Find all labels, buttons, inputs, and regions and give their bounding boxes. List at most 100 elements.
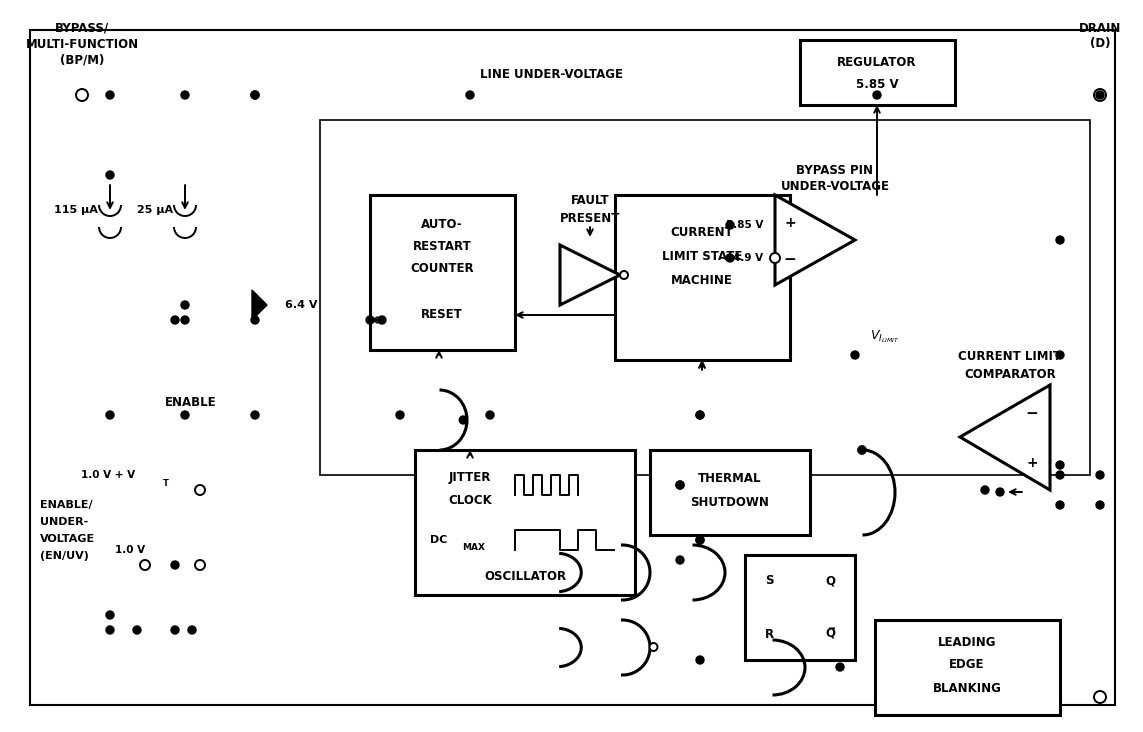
Polygon shape xyxy=(960,385,1050,490)
Text: Q̅: Q̅ xyxy=(825,627,836,640)
Text: UNDER-VOLTAGE: UNDER-VOLTAGE xyxy=(781,181,889,193)
Text: DRAIN: DRAIN xyxy=(1079,21,1121,34)
Text: MULTI-FUNCTION: MULTI-FUNCTION xyxy=(25,37,138,51)
Text: CURRENT LIMIT: CURRENT LIMIT xyxy=(959,351,1062,364)
Circle shape xyxy=(1056,501,1064,509)
Text: $V_{I_{LIMIT}}$: $V_{I_{LIMIT}}$ xyxy=(870,329,900,346)
Circle shape xyxy=(459,416,467,424)
Circle shape xyxy=(858,446,866,454)
Circle shape xyxy=(395,411,403,419)
Circle shape xyxy=(195,485,205,495)
Circle shape xyxy=(696,656,704,664)
Text: MACHINE: MACHINE xyxy=(671,274,733,288)
Circle shape xyxy=(1056,471,1064,479)
Bar xyxy=(650,450,810,535)
Circle shape xyxy=(171,316,179,324)
Text: −: − xyxy=(1025,406,1038,420)
Polygon shape xyxy=(251,290,267,320)
Circle shape xyxy=(251,411,259,419)
Text: REGULATOR: REGULATOR xyxy=(838,56,917,69)
Text: PRESENT: PRESENT xyxy=(560,212,621,225)
Text: (BP/M): (BP/M) xyxy=(59,53,104,67)
Text: ENABLE: ENABLE xyxy=(165,397,217,409)
Text: THERMAL: THERMAL xyxy=(698,471,761,485)
Text: BYPASS PIN: BYPASS PIN xyxy=(797,163,873,176)
Circle shape xyxy=(836,663,844,671)
Circle shape xyxy=(858,446,866,454)
Circle shape xyxy=(1096,501,1104,509)
Text: MAX: MAX xyxy=(462,543,485,553)
Text: CURRENT: CURRENT xyxy=(671,226,734,239)
Text: 1.0 V: 1.0 V xyxy=(115,545,145,555)
Circle shape xyxy=(649,643,657,651)
Text: R: R xyxy=(765,627,774,640)
Text: 115 μA: 115 μA xyxy=(54,205,98,215)
Text: FAULT: FAULT xyxy=(570,193,609,206)
Text: T: T xyxy=(163,479,169,488)
Circle shape xyxy=(873,91,881,99)
Circle shape xyxy=(181,316,189,324)
Text: DC: DC xyxy=(430,535,447,545)
Text: AUTO-: AUTO- xyxy=(421,218,463,231)
Circle shape xyxy=(106,411,114,419)
Circle shape xyxy=(181,411,189,419)
Circle shape xyxy=(106,626,114,634)
Text: CLOCK: CLOCK xyxy=(448,493,491,507)
Circle shape xyxy=(251,316,259,324)
Circle shape xyxy=(1056,461,1064,469)
Circle shape xyxy=(181,91,189,99)
Text: 5.85 V: 5.85 V xyxy=(856,78,898,91)
Circle shape xyxy=(466,91,474,99)
Text: SHUTDOWN: SHUTDOWN xyxy=(690,496,769,509)
Circle shape xyxy=(75,89,88,101)
Text: COUNTER: COUNTER xyxy=(410,263,474,275)
Circle shape xyxy=(996,488,1004,496)
Circle shape xyxy=(981,486,989,494)
Text: BYPASS/: BYPASS/ xyxy=(55,21,109,34)
Circle shape xyxy=(696,411,704,419)
Text: (EN/UV): (EN/UV) xyxy=(40,551,89,561)
Text: EDGE: EDGE xyxy=(949,657,985,671)
Text: BLANKING: BLANKING xyxy=(933,681,1001,695)
Text: (D): (D) xyxy=(1089,37,1110,51)
Circle shape xyxy=(676,556,684,564)
Text: ENABLE/: ENABLE/ xyxy=(40,500,93,510)
Text: UNDER-: UNDER- xyxy=(40,517,88,527)
Bar xyxy=(320,120,1090,475)
Text: 4.9 V: 4.9 V xyxy=(733,253,764,263)
Circle shape xyxy=(676,481,684,489)
Text: 5.85 V: 5.85 V xyxy=(726,220,764,230)
Circle shape xyxy=(251,91,259,99)
Text: LIMIT STATE: LIMIT STATE xyxy=(662,250,742,264)
Circle shape xyxy=(181,301,189,309)
Circle shape xyxy=(1056,351,1064,359)
Text: VOLTAGE: VOLTAGE xyxy=(40,534,95,544)
Text: COMPARATOR: COMPARATOR xyxy=(965,368,1056,381)
Circle shape xyxy=(1096,91,1104,99)
Circle shape xyxy=(106,171,114,179)
Bar xyxy=(876,620,1060,715)
Circle shape xyxy=(726,221,734,229)
Text: 6.4 V: 6.4 V xyxy=(285,300,318,310)
Circle shape xyxy=(696,536,704,544)
Bar xyxy=(800,40,956,105)
Circle shape xyxy=(171,561,179,569)
Circle shape xyxy=(187,626,195,634)
Text: 25 μA: 25 μA xyxy=(137,205,173,215)
Circle shape xyxy=(696,411,704,419)
Text: RESTART: RESTART xyxy=(413,241,471,253)
Circle shape xyxy=(1056,236,1064,244)
Circle shape xyxy=(770,253,780,263)
Circle shape xyxy=(133,626,141,634)
Circle shape xyxy=(726,254,734,262)
Circle shape xyxy=(1094,691,1106,703)
Circle shape xyxy=(852,351,860,359)
Text: −: − xyxy=(784,253,797,267)
Text: JITTER: JITTER xyxy=(449,471,491,485)
Circle shape xyxy=(106,91,114,99)
Bar xyxy=(370,195,515,350)
Bar xyxy=(745,555,855,660)
Circle shape xyxy=(378,316,386,324)
Circle shape xyxy=(106,611,114,619)
Text: OSCILLATOR: OSCILLATOR xyxy=(483,570,566,583)
